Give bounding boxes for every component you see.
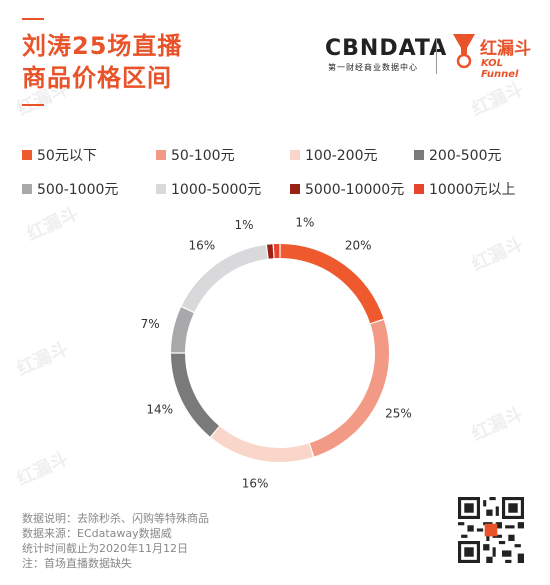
- title-accent-top: [22, 18, 44, 20]
- funnel-icon: [453, 34, 475, 68]
- legend-item: 50元以下: [22, 145, 97, 165]
- legend-label: 1000-5000元: [171, 182, 262, 198]
- slice-label: 16%: [188, 238, 215, 252]
- footer-note: 数据说明：去除秒杀、闪购等特殊商品: [22, 512, 209, 525]
- slice-label: 7%: [141, 317, 160, 331]
- donut-slice: [309, 319, 389, 457]
- legend-swatch: [414, 150, 424, 160]
- legend-item: 200-500元: [414, 145, 502, 165]
- donut-slice: [171, 307, 194, 353]
- footer-note: 数据来源：ECdataway数据威: [22, 527, 172, 540]
- slice-label: 20%: [345, 238, 372, 252]
- donut-slice: [266, 244, 274, 259]
- legend-swatch: [290, 184, 300, 194]
- donut-slice: [211, 426, 314, 462]
- legend-label: 50-100元: [171, 148, 235, 164]
- legend-label: 500-1000元: [37, 182, 119, 198]
- donut-chart: 20% 25% 16% 14% 7% 16% 1% 1%: [141, 215, 412, 491]
- legend-label: 10000元以上: [429, 182, 516, 198]
- watermark: 红漏斗: [468, 78, 527, 121]
- legend-swatch: [22, 150, 32, 160]
- kol-logo-text: 红漏斗: [480, 39, 531, 59]
- slice-label: 1%: [295, 215, 314, 229]
- slice-label: 25%: [385, 406, 412, 420]
- title-line-2: 商品价格区间: [22, 64, 172, 92]
- logo-divider: [436, 38, 437, 74]
- legend-item: 50-100元: [156, 145, 235, 165]
- slice-label: 1%: [234, 218, 253, 232]
- slice-label: 14%: [146, 403, 173, 417]
- legend-item: 10000元以上: [414, 179, 516, 199]
- kol-funnel-logo: 红漏斗 KOL Funnel: [450, 32, 540, 80]
- legend-label: 50元以下: [37, 148, 97, 164]
- donut-slice: [273, 244, 280, 259]
- kol-logo-text-en: KOL Funnel: [481, 58, 519, 80]
- page-title: 刘涛25场直播 商品价格区间: [22, 30, 182, 94]
- legend-item: 100-200元: [290, 145, 378, 165]
- donut-slice: [280, 244, 384, 324]
- donut-slice: [181, 244, 268, 313]
- title-accent-bottom: [22, 104, 44, 106]
- legend-swatch: [414, 184, 424, 194]
- cbndata-logo-subtitle: 第一财经商业数据中心: [328, 63, 418, 72]
- slice-label: 16%: [242, 477, 269, 491]
- legend-swatch: [290, 150, 300, 160]
- footer-note: 统计时间截止为2020年11月12日: [22, 542, 188, 555]
- cbndata-logo: CBNDATA: [325, 36, 448, 61]
- legend-label: 200-500元: [429, 148, 502, 164]
- donut-slice: [171, 353, 220, 437]
- legend-swatch: [22, 184, 32, 194]
- qr-code: [458, 497, 524, 563]
- legend-item: 5000-10000元: [290, 179, 404, 199]
- legend-item: 1000-5000元: [156, 179, 261, 199]
- footer-note: 注：首场直播数据缺失: [22, 557, 132, 570]
- footer-notes: 数据说明：去除秒杀、闪购等特殊商品 数据来源：ECdataway数据威 统计时间…: [22, 511, 209, 571]
- legend-item: 500-1000元: [22, 179, 118, 199]
- legend-swatch: [156, 184, 166, 194]
- legend-swatch: [156, 150, 166, 160]
- title-line-1: 刘涛25场直播: [22, 32, 183, 60]
- legend-label: 5000-10000元: [305, 182, 405, 198]
- legend-label: 100-200元: [305, 148, 378, 164]
